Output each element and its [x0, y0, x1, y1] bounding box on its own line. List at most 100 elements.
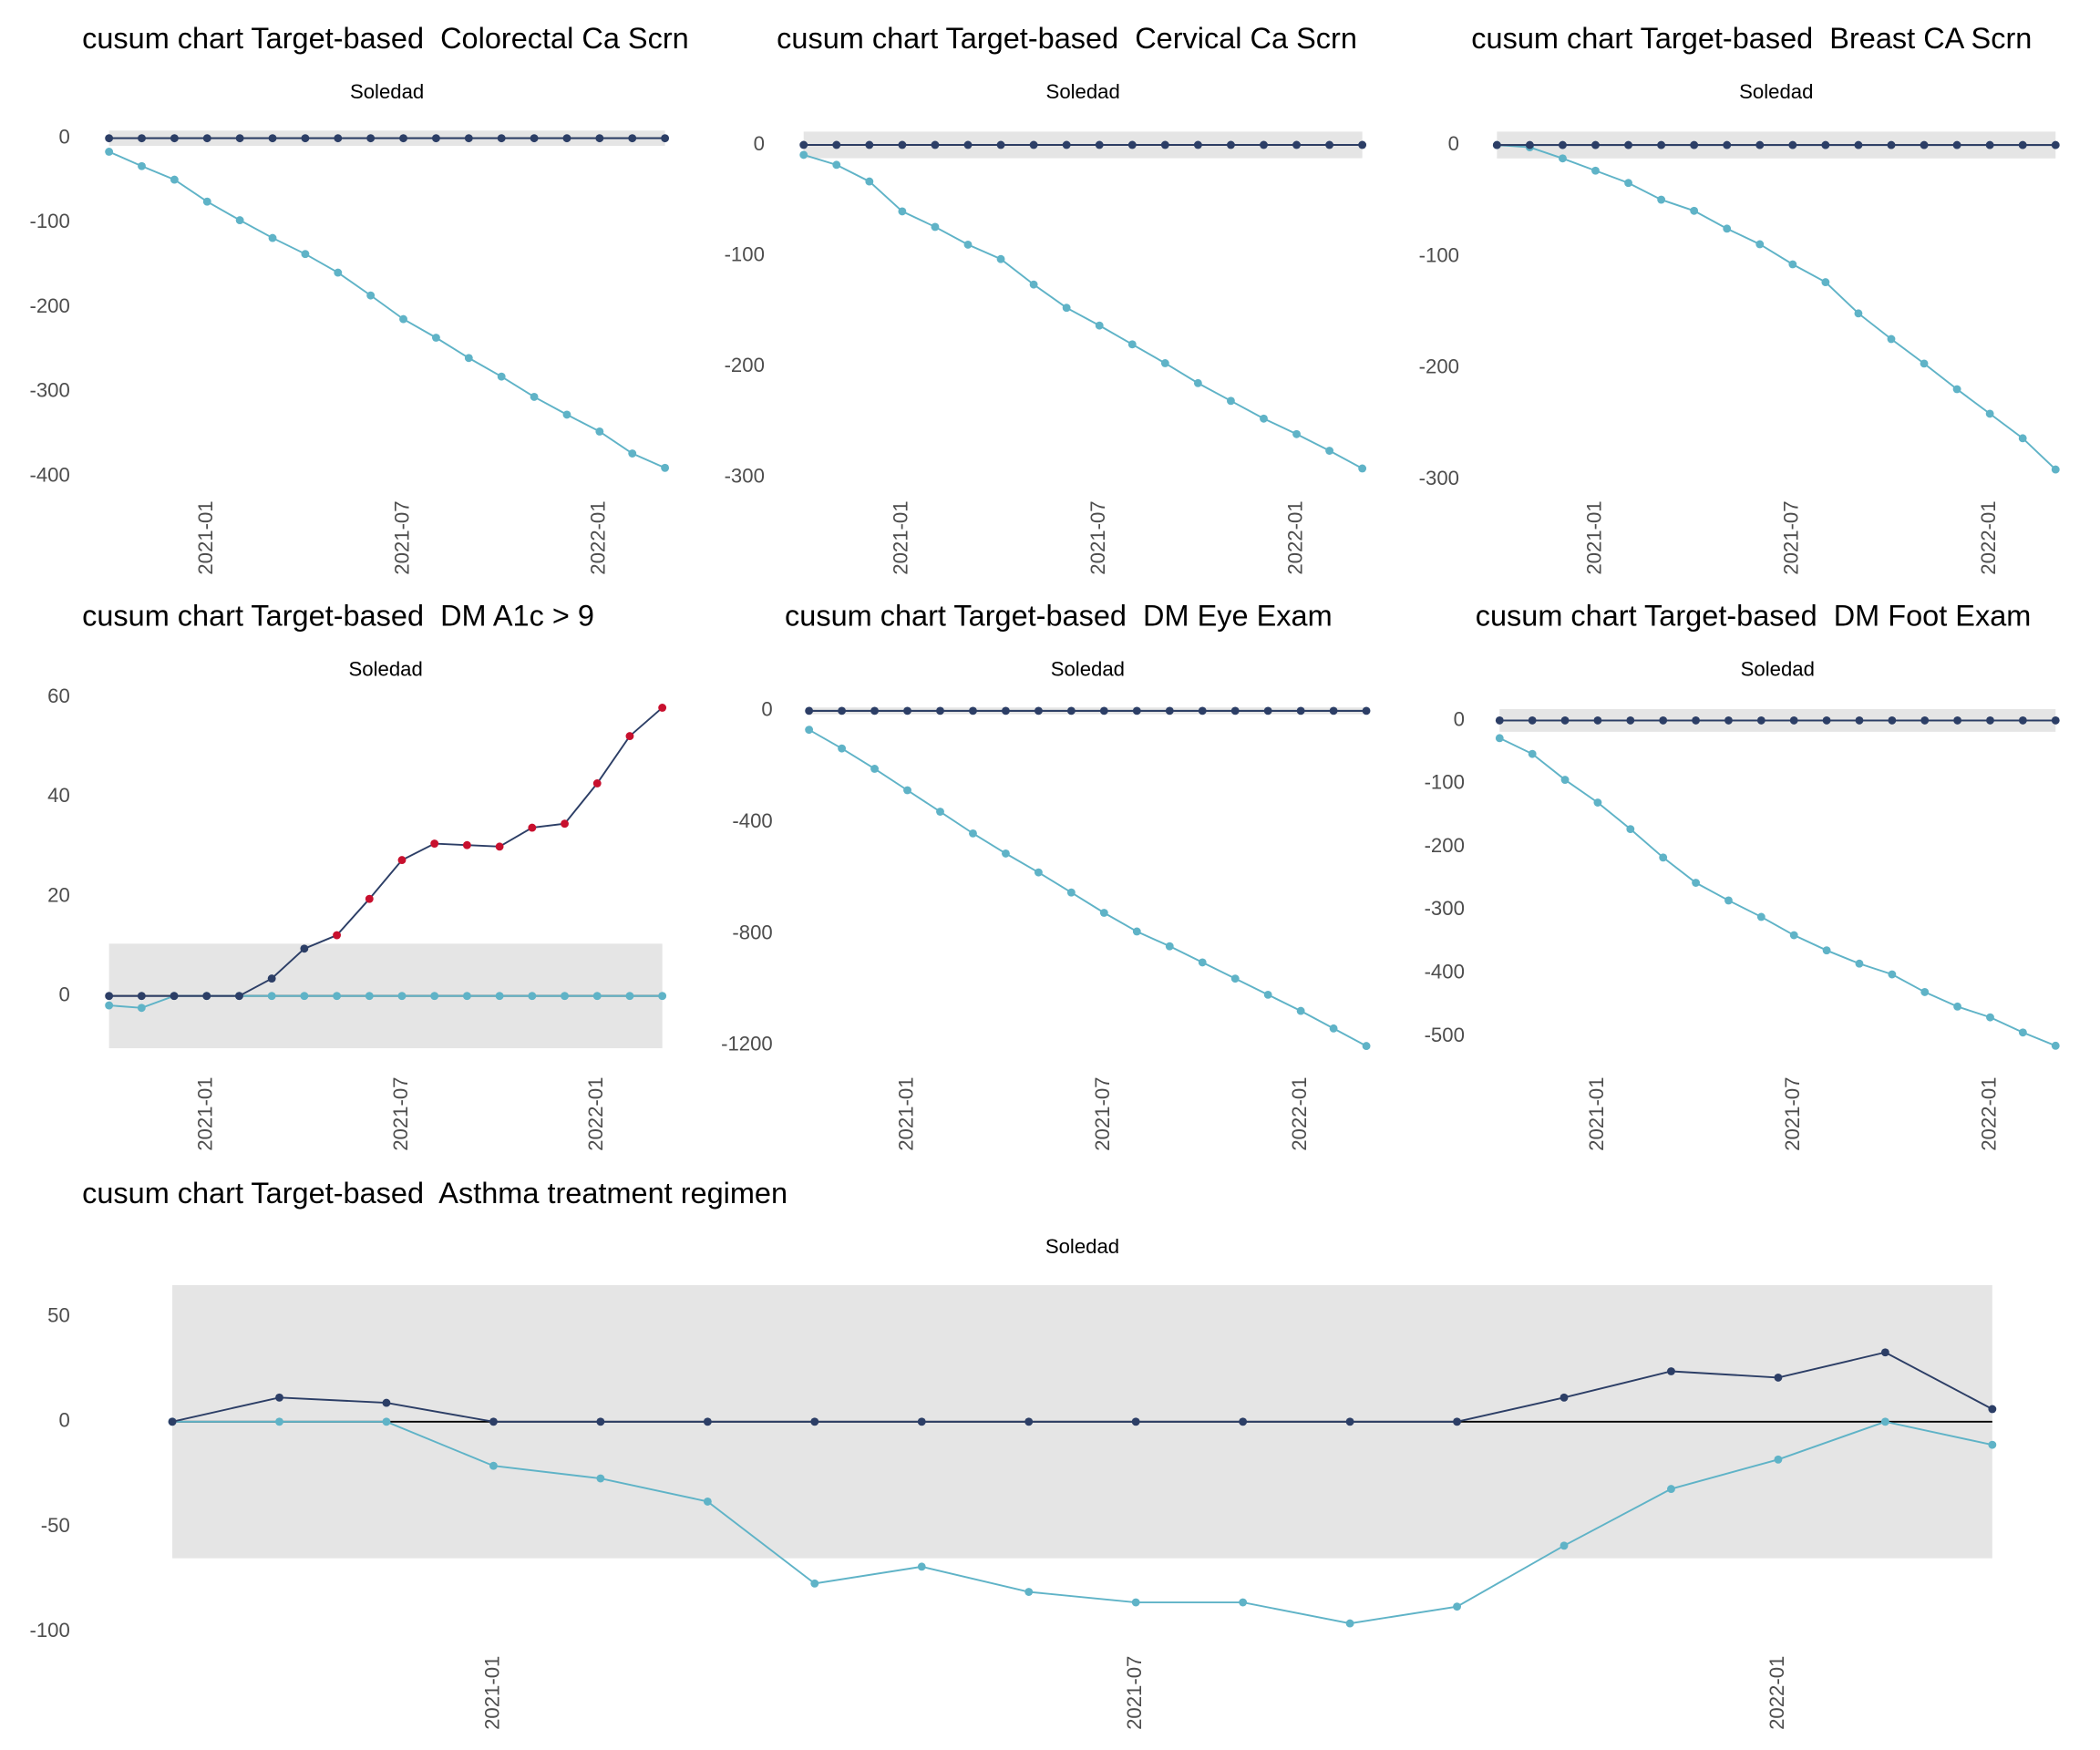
data-point — [333, 992, 342, 1001]
data-point — [1789, 715, 1798, 725]
data-point — [805, 726, 814, 735]
data-point — [301, 250, 310, 259]
x-tick-label: 2022-01 — [1765, 1656, 1788, 1730]
y-tick-label: -300 — [1425, 897, 1465, 920]
data-point — [1624, 140, 1632, 149]
y-tick-label: -300 — [1419, 467, 1459, 489]
x-tick-label: 2021-01 — [194, 500, 217, 574]
data-point — [1345, 1417, 1354, 1426]
data-point — [1358, 140, 1367, 149]
y-tick-label: 60 — [47, 685, 70, 707]
data-point — [464, 354, 473, 363]
data-point — [1657, 195, 1666, 204]
series-line — [1498, 736, 2056, 1047]
data-point — [596, 1474, 605, 1483]
chart-title: cusum chart Target-based Breast CA Scrn — [1471, 22, 2032, 55]
y-tick-label: 40 — [47, 784, 70, 807]
x-tick-label: 2021-07 — [1086, 500, 1109, 574]
data-point — [1952, 140, 1961, 149]
data-point — [1239, 1598, 1248, 1607]
x-tick-label: 2022-01 — [1977, 1077, 2000, 1151]
data-point — [1952, 385, 1961, 394]
data-point — [235, 992, 243, 1001]
data-point — [1099, 706, 1108, 715]
data-point — [1880, 1348, 1889, 1357]
data-point — [1986, 715, 1994, 725]
data-point — [397, 992, 407, 1001]
data-point — [2018, 434, 2027, 443]
data-point — [105, 134, 114, 143]
data-point — [1755, 240, 1765, 249]
data-point — [268, 134, 277, 143]
data-point — [530, 392, 539, 401]
data-point — [658, 992, 667, 1001]
y-tick-label: 0 — [1448, 132, 1459, 155]
data-point — [1226, 396, 1235, 406]
y-tick-label: -800 — [732, 921, 772, 943]
data-point — [1626, 825, 1635, 834]
data-point — [365, 894, 374, 903]
data-point — [1325, 447, 1334, 455]
data-point — [1659, 715, 1668, 725]
data-point — [562, 410, 571, 419]
data-point — [1855, 715, 1864, 725]
data-point — [397, 856, 407, 865]
data-point — [1095, 321, 1104, 330]
series-line — [808, 728, 1367, 1047]
data-point — [300, 992, 309, 1001]
data-point — [628, 449, 637, 458]
data-point — [1756, 715, 1765, 725]
data-point — [1774, 1455, 1783, 1464]
x-tick-label: 2022-01 — [1977, 500, 2000, 574]
data-point — [2051, 465, 2060, 474]
data-point — [1024, 1417, 1034, 1426]
data-point — [1755, 140, 1765, 149]
data-point — [592, 779, 602, 788]
data-point — [1920, 140, 1929, 149]
series-line — [108, 150, 665, 469]
data-point — [528, 823, 537, 832]
data-point — [1495, 734, 1504, 743]
data-point — [170, 175, 179, 184]
data-point — [1062, 140, 1071, 149]
x-tick-label: 2021-01 — [1582, 500, 1605, 574]
data-point — [1131, 1417, 1140, 1426]
data-point — [931, 222, 940, 232]
data-point — [1559, 154, 1567, 163]
data-point — [865, 177, 874, 186]
y-tick-label: 50 — [47, 1303, 70, 1326]
y-tick-label: -200 — [1425, 834, 1465, 857]
x-tick-label: 2022-01 — [1288, 1077, 1311, 1151]
x-tick-label: 2021-01 — [894, 1077, 917, 1151]
data-point — [1230, 974, 1240, 983]
data-point — [170, 992, 179, 1001]
data-point — [1756, 912, 1765, 921]
data-point — [1198, 958, 1207, 967]
y-tick-label: 0 — [761, 698, 772, 721]
data-point — [138, 161, 146, 170]
data-point — [2051, 1041, 2060, 1050]
data-point — [1559, 140, 1567, 149]
data-point — [1127, 340, 1137, 349]
data-point — [838, 744, 847, 753]
data-point — [799, 150, 808, 160]
data-point — [625, 732, 634, 741]
y-tick-label: -400 — [29, 463, 69, 486]
y-tick-label: -100 — [29, 210, 69, 232]
data-point — [1822, 946, 1831, 955]
y-tick-label: -200 — [725, 354, 765, 376]
data-point — [592, 992, 602, 1001]
data-point — [1492, 140, 1501, 149]
data-point — [1062, 304, 1071, 313]
data-point — [1002, 706, 1010, 715]
chart-title: cusum chart Target-based DM A1c > 9 — [82, 599, 594, 632]
data-point — [267, 992, 276, 1001]
data-point — [832, 160, 841, 170]
data-point — [805, 706, 814, 715]
data-point — [168, 1417, 177, 1426]
data-point — [1165, 706, 1174, 715]
y-tick-label: 20 — [47, 883, 70, 906]
data-point — [399, 314, 407, 324]
data-point — [1095, 140, 1104, 149]
data-point — [1099, 909, 1108, 917]
